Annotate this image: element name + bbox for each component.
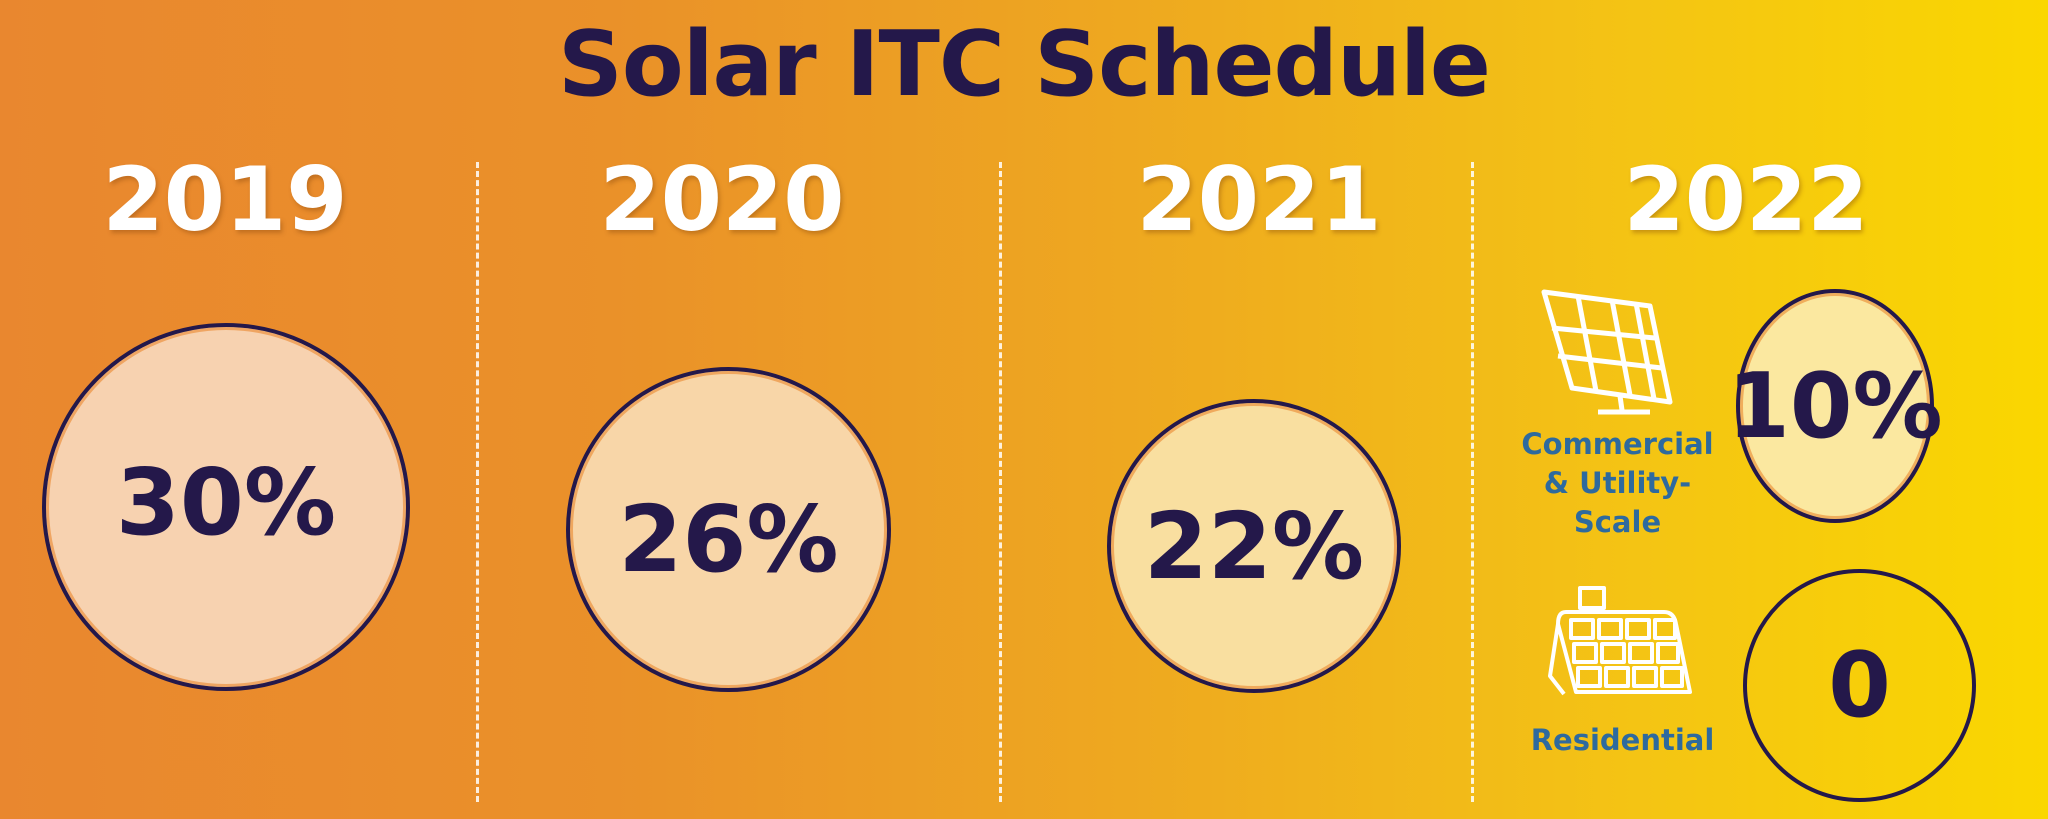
segment-label-commercial: Commercial & Utility- Scale bbox=[1505, 425, 1730, 542]
year-label-2022: 2022 bbox=[1623, 148, 1869, 251]
chart-title: Solar ITC Schedule bbox=[558, 12, 1491, 117]
segment-label-commercial-line1: Commercial bbox=[1521, 427, 1714, 461]
rate-value-2022-commercial: 10% bbox=[1727, 353, 1943, 459]
rate-circle-2019: 30% bbox=[42, 323, 410, 691]
rate-circle-2021: 22% bbox=[1107, 399, 1401, 693]
year-label-2021: 2021 bbox=[1136, 148, 1382, 251]
rate-value-2020: 26% bbox=[618, 486, 839, 593]
commercial-solar-panel-icon bbox=[1541, 289, 1673, 415]
rate-value-2021: 22% bbox=[1143, 492, 1365, 600]
divider-2019-2020 bbox=[476, 162, 479, 802]
residential-roof-solar-icon bbox=[1548, 586, 1692, 696]
segment-label-residential: Residential bbox=[1530, 723, 1715, 757]
segment-label-commercial-line2: & Utility- bbox=[1543, 466, 1692, 500]
rate-value-2019: 30% bbox=[115, 448, 337, 556]
rate-circle-2022-commercial: 10% bbox=[1727, 289, 1943, 523]
segment-label-commercial-line3: Scale bbox=[1573, 505, 1662, 539]
rate-circle-2020: 26% bbox=[566, 367, 891, 692]
divider-2021-2022 bbox=[1471, 162, 1474, 802]
rate-value-2022-residential: 0 bbox=[1828, 633, 1891, 738]
rate-circle-2022-residential: 0 bbox=[1743, 569, 1976, 802]
year-label-2019: 2019 bbox=[102, 148, 348, 251]
year-label-2020: 2020 bbox=[599, 148, 845, 251]
divider-2020-2021 bbox=[999, 162, 1002, 802]
